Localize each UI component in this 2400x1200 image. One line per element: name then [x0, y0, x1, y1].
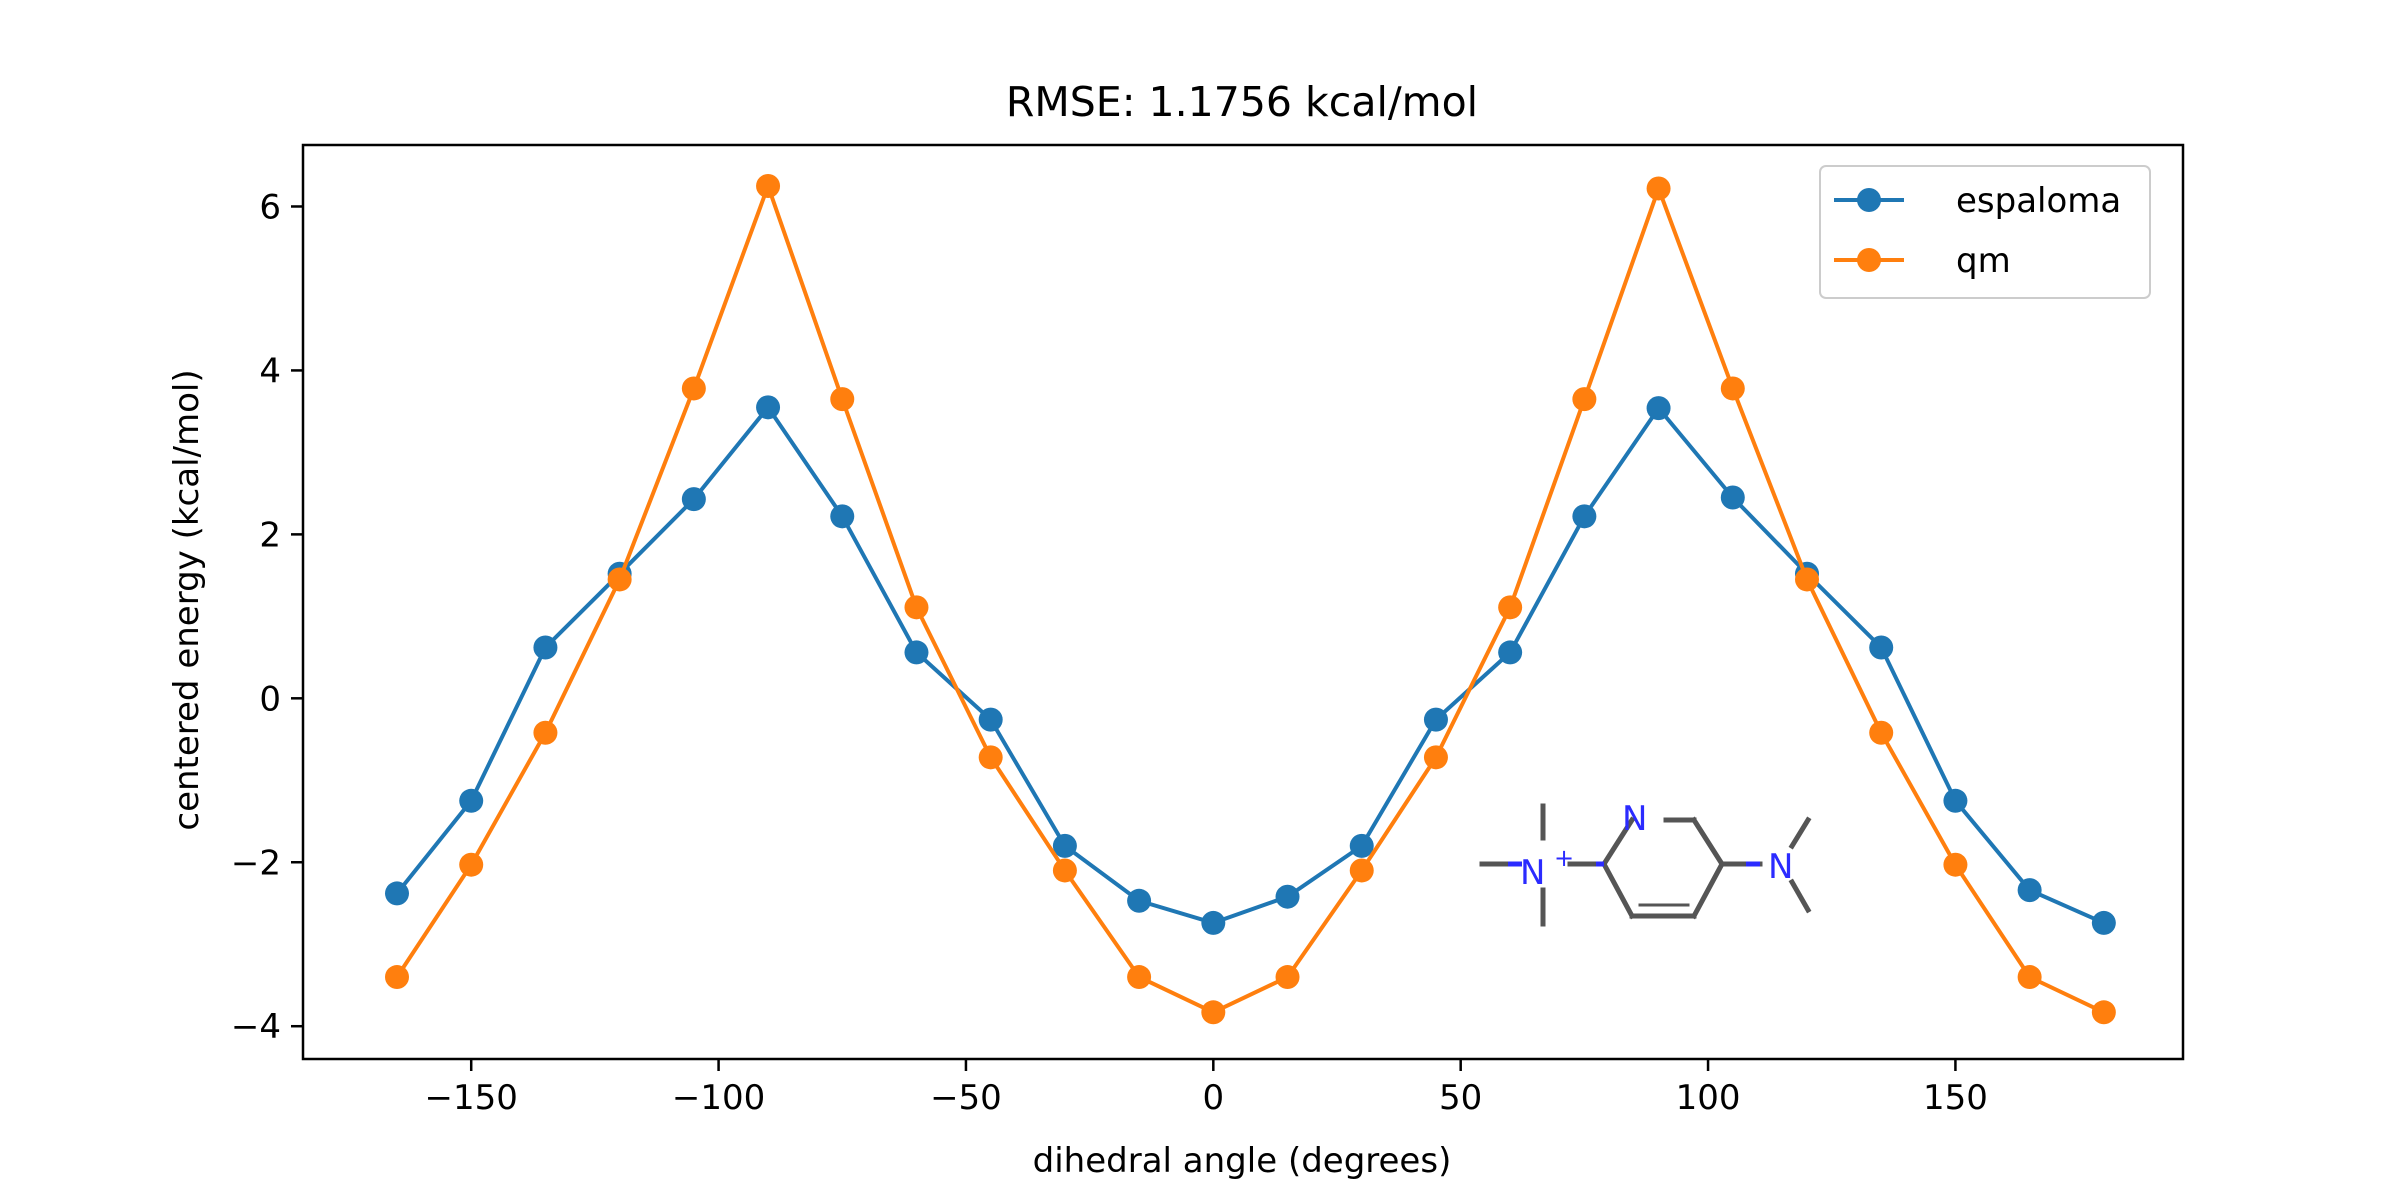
- data-point-qm: [1720, 376, 1745, 401]
- molecule-structure-image: N + N N: [1479, 799, 1812, 927]
- data-point-espaloma: [1720, 485, 1745, 510]
- data-point-espaloma: [1498, 640, 1523, 665]
- data-point-qm: [2017, 965, 2042, 990]
- molecule-atom-label: N: [1768, 847, 1793, 887]
- data-point-qm: [1275, 965, 1300, 990]
- y-tick-label: 6: [259, 187, 281, 227]
- data-point-qm: [1943, 852, 1968, 877]
- x-tick-label: 150: [1923, 1078, 1988, 1118]
- data-point-espaloma: [1869, 635, 1894, 660]
- data-point-espaloma: [459, 788, 484, 813]
- y-tick-label: −2: [231, 843, 281, 883]
- data-point-qm: [1052, 858, 1077, 883]
- series-line-qm: [395, 183, 2105, 1015]
- legend-marker-qm: [1857, 248, 1881, 272]
- data-point-qm: [1572, 387, 1597, 412]
- data-point-espaloma: [1201, 910, 1226, 935]
- data-point-espaloma: [533, 635, 558, 660]
- data-point-espaloma: [1275, 884, 1300, 909]
- axes-frame: [301, 143, 2185, 1061]
- x-tick-label: 0: [1202, 1078, 1224, 1118]
- data-point-qm: [1795, 567, 1819, 592]
- data-point-espaloma: [830, 504, 855, 529]
- y-tick-label: 4: [259, 351, 281, 391]
- data-point-qm: [2091, 1000, 2116, 1025]
- y-tick-label: 0: [259, 679, 281, 719]
- data-point-espaloma: [1127, 888, 1152, 913]
- data-point-qm: [978, 745, 1003, 770]
- molecule-charge-label: +: [1554, 844, 1574, 872]
- data-point-qm: [1423, 745, 1448, 770]
- data-point-espaloma: [904, 640, 929, 665]
- data-point-espaloma: [1423, 707, 1448, 732]
- legend: espaloma qm: [1819, 165, 2151, 299]
- molecule-atom-label: N: [1622, 799, 1647, 839]
- legend-label-espaloma: espaloma: [1956, 181, 2121, 221]
- data-point-espaloma: [1052, 833, 1077, 858]
- x-tick-label: 50: [1439, 1078, 1482, 1118]
- x-tick-label: 100: [1676, 1078, 1741, 1118]
- data-point-espaloma: [1349, 833, 1374, 858]
- legend-marker-espaloma: [1857, 188, 1881, 212]
- data-point-espaloma: [978, 707, 1003, 732]
- data-point-qm: [533, 720, 558, 745]
- y-axis-label: centered energy (kcal/mol): [167, 369, 207, 830]
- data-point-qm: [459, 852, 484, 877]
- data-point-espaloma: [1943, 788, 1968, 813]
- data-point-qm: [1201, 1000, 1226, 1025]
- y-tick-label: 2: [259, 515, 281, 555]
- data-point-qm: [1349, 858, 1374, 883]
- data-point-qm: [1869, 720, 1894, 745]
- data-point-espaloma: [1646, 396, 1671, 421]
- data-point-espaloma: [1572, 504, 1597, 529]
- data-point-qm: [681, 376, 706, 401]
- data-point-qm: [830, 387, 855, 412]
- data-point-espaloma: [681, 487, 706, 512]
- x-tick-label: −150: [425, 1078, 518, 1118]
- series-line-espaloma: [395, 405, 2105, 925]
- data-point-qm: [756, 173, 781, 198]
- data-point-espaloma: [756, 395, 781, 420]
- plot-area: −150 −100 −50 0 50 100 150 −4 −2 0 2 4 6: [231, 143, 2185, 1118]
- data-point-qm: [607, 567, 632, 592]
- data-point-qm: [1127, 965, 1152, 990]
- data-point-espaloma: [2091, 910, 2116, 935]
- data-point-qm: [1646, 176, 1671, 201]
- data-point-qm: [385, 965, 409, 990]
- data-point-espaloma: [385, 881, 409, 906]
- x-tick-label: −100: [672, 1078, 765, 1118]
- x-tick-label: −50: [930, 1078, 1002, 1118]
- data-point-qm: [1498, 595, 1523, 620]
- molecule-atom-label: N: [1520, 853, 1545, 893]
- y-tick-label: −4: [231, 1007, 281, 1047]
- data-point-espaloma: [2017, 878, 2042, 903]
- x-axis-label: dihedral angle (degrees): [1033, 1141, 1452, 1181]
- chart-title: RMSE: 1.1756 kcal/mol: [1006, 78, 1478, 126]
- data-point-qm: [904, 595, 929, 620]
- legend-label-qm: qm: [1956, 241, 2011, 281]
